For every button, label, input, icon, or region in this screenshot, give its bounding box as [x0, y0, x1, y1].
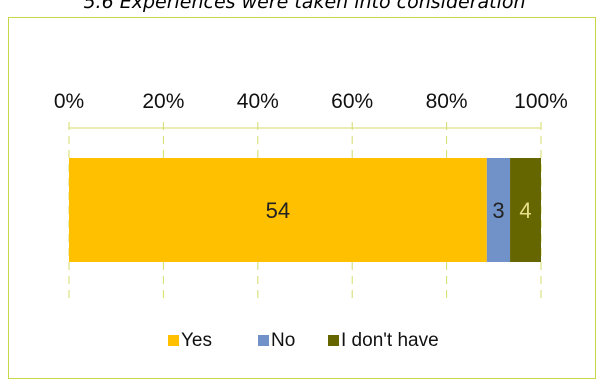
x-tick-label: 60%: [331, 90, 373, 113]
bar-segment: [510, 158, 541, 262]
data-label: 3: [492, 198, 504, 223]
legend-label: Yes: [181, 330, 212, 351]
data-label: 4: [519, 198, 531, 223]
x-tick-label: 20%: [142, 90, 184, 113]
legend-label: No: [271, 330, 295, 351]
legend-swatch: [258, 335, 269, 346]
chart-title: 5.6 Experiences were taken into consider…: [83, 0, 526, 13]
legend-swatch: [168, 335, 179, 346]
legend-swatch: [328, 335, 339, 346]
data-label: 54: [266, 198, 290, 223]
legend-label: I don't have: [341, 330, 439, 351]
bar-segment: [486, 158, 511, 262]
x-tick-label: 100%: [514, 90, 568, 113]
x-tick-label: 40%: [237, 90, 279, 113]
chart-frame: [8, 17, 596, 379]
x-tick-label: 80%: [426, 90, 468, 113]
x-tick-label: 0%: [54, 90, 84, 113]
bar-segment: [69, 158, 487, 262]
